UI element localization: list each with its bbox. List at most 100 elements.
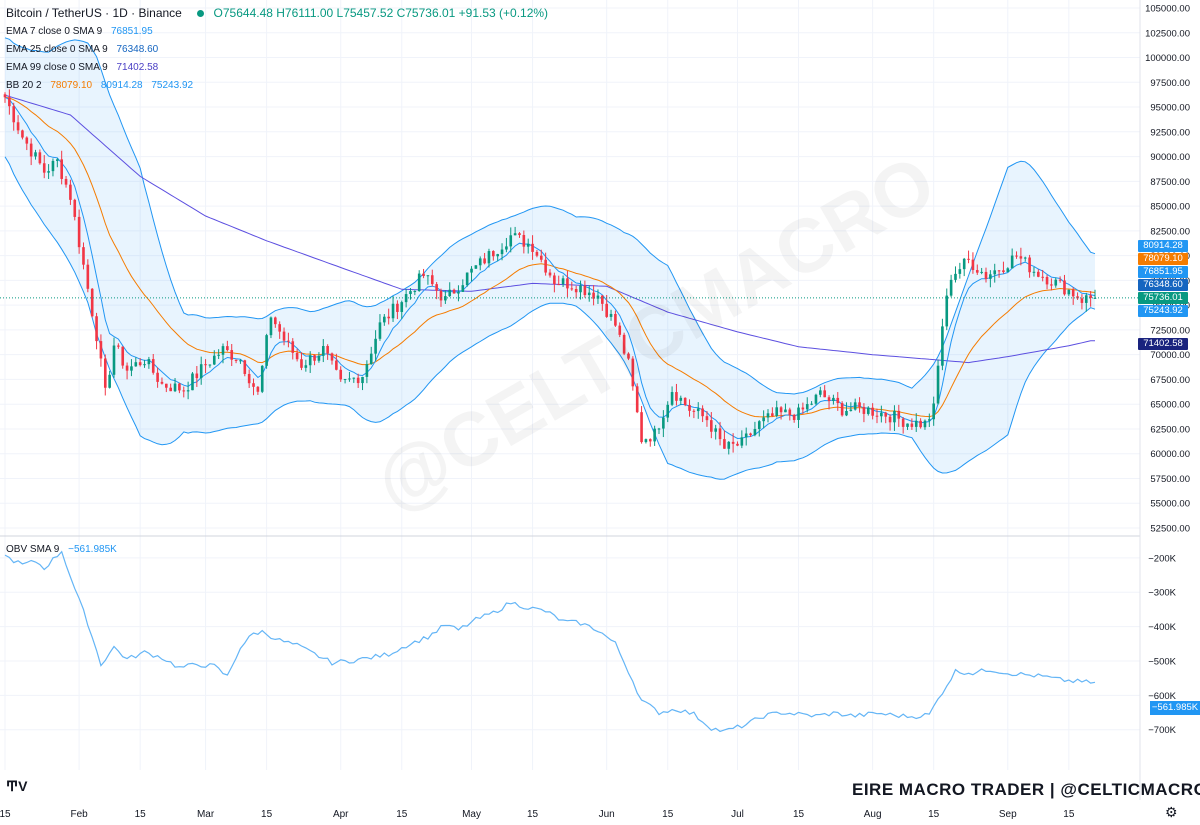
candle-body: [962, 258, 966, 270]
price-tick-label: 52500.00: [1150, 524, 1190, 535]
legend-value: 76348.60: [116, 44, 159, 55]
price-tag: 71402.58: [1138, 338, 1188, 350]
candle-body: [56, 159, 59, 161]
candle-body: [99, 341, 103, 359]
candle-body: [688, 405, 691, 411]
candle-body: [239, 360, 242, 362]
candle-body: [230, 350, 234, 360]
gear-icon[interactable]: ⚙: [1165, 804, 1178, 820]
time-tick-label: Aug: [864, 809, 882, 820]
candle-body: [304, 365, 308, 368]
candle-body: [282, 331, 286, 341]
legend-label: EMA 7 close 0 SMA 9: [6, 26, 103, 37]
legend-obv[interactable]: OBV SMA 9 −561.985K: [6, 544, 117, 555]
candle-body: [727, 441, 731, 449]
candle-body: [906, 423, 909, 427]
tradingview-logo-icon[interactable]: ͲV: [6, 778, 28, 794]
candle-body: [592, 292, 595, 299]
price-tick-label: 65000.00: [1150, 400, 1190, 411]
candle-body: [1071, 289, 1075, 297]
obv-tick-label: −400K: [1148, 622, 1176, 633]
candle-body: [195, 373, 199, 379]
legend-bb[interactable]: BB 20 2 78079.10 80914.28 75243.92: [6, 80, 193, 91]
candle-body: [640, 412, 643, 443]
candle-body: [112, 345, 116, 375]
candle-body: [121, 346, 125, 366]
legend-label: BB 20 2: [6, 80, 42, 91]
price-tick-label: 62500.00: [1150, 424, 1190, 435]
legend-label: EMA 25 close 0 SMA 9: [6, 44, 108, 55]
time-tick-label: Sep: [999, 809, 1017, 820]
legend-ema7[interactable]: EMA 7 close 0 SMA 9 76851.95: [6, 26, 153, 37]
candle-body: [548, 272, 552, 276]
candle-body: [1041, 276, 1044, 278]
time-tick-label: 15: [261, 809, 273, 820]
candle-body: [662, 417, 665, 429]
candle-body: [95, 316, 98, 342]
candle-body: [675, 392, 678, 401]
candle-body: [492, 251, 495, 257]
candle-body: [221, 346, 225, 355]
candle-body: [335, 360, 338, 370]
candle-body: [975, 270, 979, 273]
legend-value: −561.985K: [68, 544, 117, 555]
candle-body: [875, 415, 879, 417]
candle-body: [243, 360, 247, 374]
candle-body: [936, 365, 940, 404]
obv-tick-label: −600K: [1148, 691, 1176, 702]
candle-body: [29, 143, 33, 157]
ohlc-readout: O75644.48 H76111.00 L75457.52 C75736.01 …: [213, 6, 549, 20]
candle-body: [618, 325, 622, 335]
candle-body: [757, 421, 761, 429]
candle-body: [3, 94, 7, 98]
candle-body: [348, 378, 351, 380]
time-tick-label: 15: [135, 809, 147, 820]
candle-body: [609, 313, 613, 317]
candle-body: [509, 235, 513, 247]
price-tick-label: 85000.00: [1150, 202, 1190, 213]
price-tick-label: 105000.00: [1145, 4, 1190, 15]
candle-body: [635, 386, 639, 413]
symbol-title[interactable]: Bitcoin / TetherUS · 1D · Binance: [6, 6, 182, 20]
candle-body: [901, 418, 905, 427]
candle-body: [954, 273, 957, 280]
candle-body: [561, 278, 565, 285]
candle-body: [147, 359, 151, 365]
candle-body: [718, 428, 722, 440]
candle-body: [1037, 271, 1040, 277]
candle-body: [605, 303, 608, 317]
candle-body: [832, 397, 835, 402]
candle-body: [744, 433, 748, 438]
candle-body: [513, 233, 517, 236]
candle-body: [553, 275, 556, 285]
candle-body: [740, 437, 744, 446]
legend-ema25[interactable]: EMA 25 close 0 SMA 9 76348.60: [6, 44, 158, 55]
candle-body: [500, 249, 504, 255]
legend-ema99[interactable]: EMA 99 close 0 SMA 9 71402.58: [6, 62, 158, 73]
candle-body: [234, 359, 238, 361]
candle-body: [1019, 256, 1023, 259]
candle-body: [526, 243, 530, 247]
candle-body: [941, 326, 944, 366]
candle-body: [539, 255, 543, 260]
candle-body: [38, 152, 42, 164]
time-tick-label: 15: [1063, 809, 1075, 820]
candle-body: [73, 199, 77, 217]
candle-body: [949, 279, 953, 296]
candle-body: [387, 316, 390, 319]
candle-body: [923, 420, 927, 428]
candle-body: [226, 346, 229, 351]
price-tag: 75243.92: [1138, 305, 1188, 317]
candle-body: [474, 265, 478, 269]
candle-body: [308, 355, 312, 366]
candle-body: [928, 419, 931, 421]
candle-body: [178, 383, 181, 391]
candle-body: [465, 272, 469, 286]
candle-body: [160, 381, 164, 384]
candle-body: [819, 390, 822, 395]
candle-body: [1045, 276, 1049, 285]
candle-body: [191, 373, 194, 391]
candle-body: [69, 184, 72, 200]
candle-body: [461, 285, 465, 292]
